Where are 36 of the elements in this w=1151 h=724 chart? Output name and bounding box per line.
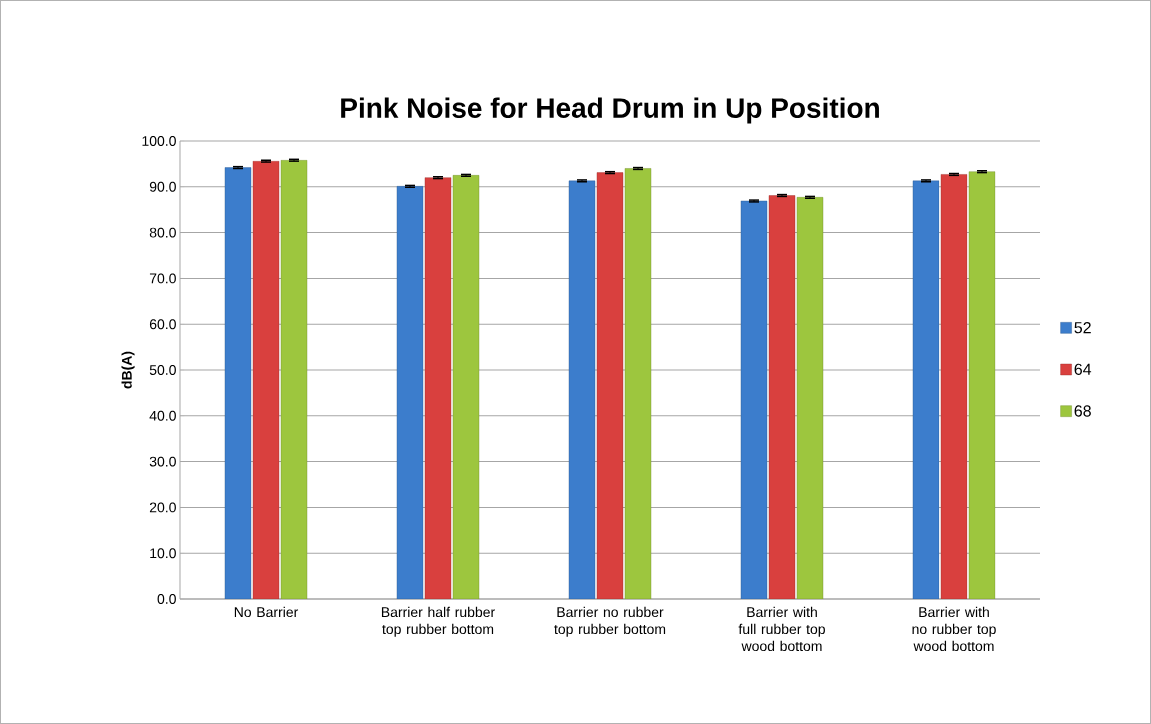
y-tick-label: 0.0 bbox=[157, 594, 176, 604]
x-tick-label: Barrier with no rubber top wood bottom bbox=[912, 606, 996, 652]
y-tick-label: 40.0 bbox=[149, 410, 176, 421]
bar bbox=[396, 186, 424, 599]
bar bbox=[596, 172, 624, 599]
x-tick-label: Barrier with full rubber top wood bottom bbox=[738, 606, 825, 652]
legend-label: 52 bbox=[1074, 322, 1091, 334]
legend-label: 64 bbox=[1074, 363, 1092, 375]
bar bbox=[796, 197, 824, 599]
bar bbox=[252, 160, 280, 599]
bar bbox=[740, 200, 768, 599]
bar bbox=[280, 160, 308, 599]
bar bbox=[968, 171, 996, 599]
bar bbox=[568, 180, 596, 599]
bar bbox=[224, 167, 252, 599]
bar bbox=[768, 195, 796, 599]
x-tick-label: Barrier no rubber top rubber bottom bbox=[554, 606, 666, 637]
y-tick-label: 10.0 bbox=[150, 548, 176, 559]
y-tick-label: 100.0 bbox=[142, 136, 176, 146]
bar bbox=[452, 175, 480, 599]
bar bbox=[624, 168, 652, 599]
x-tick-label: Barrier half rubber top rubber bottom bbox=[381, 606, 495, 637]
y-tick-label: 90.0 bbox=[149, 181, 176, 192]
y-tick-label: 20.0 bbox=[149, 502, 176, 513]
bar bbox=[424, 177, 452, 599]
legend-label: 68 bbox=[1074, 405, 1091, 417]
y-tick-label: 70.0 bbox=[149, 273, 176, 284]
x-tick-label: No Barrier bbox=[234, 606, 299, 618]
bar bbox=[940, 174, 968, 599]
y-tick-label: 50.0 bbox=[149, 365, 176, 375]
bar bbox=[912, 180, 940, 599]
y-tick-label: 80.0 bbox=[149, 227, 176, 238]
y-tick-label: 30.0 bbox=[149, 456, 176, 467]
chart-title: Pink Noise for Head Drum in Up Position bbox=[341, 97, 879, 124]
y-tick-label: 60.0 bbox=[149, 319, 176, 330]
y-axis-title: dB(A) bbox=[121, 351, 135, 389]
